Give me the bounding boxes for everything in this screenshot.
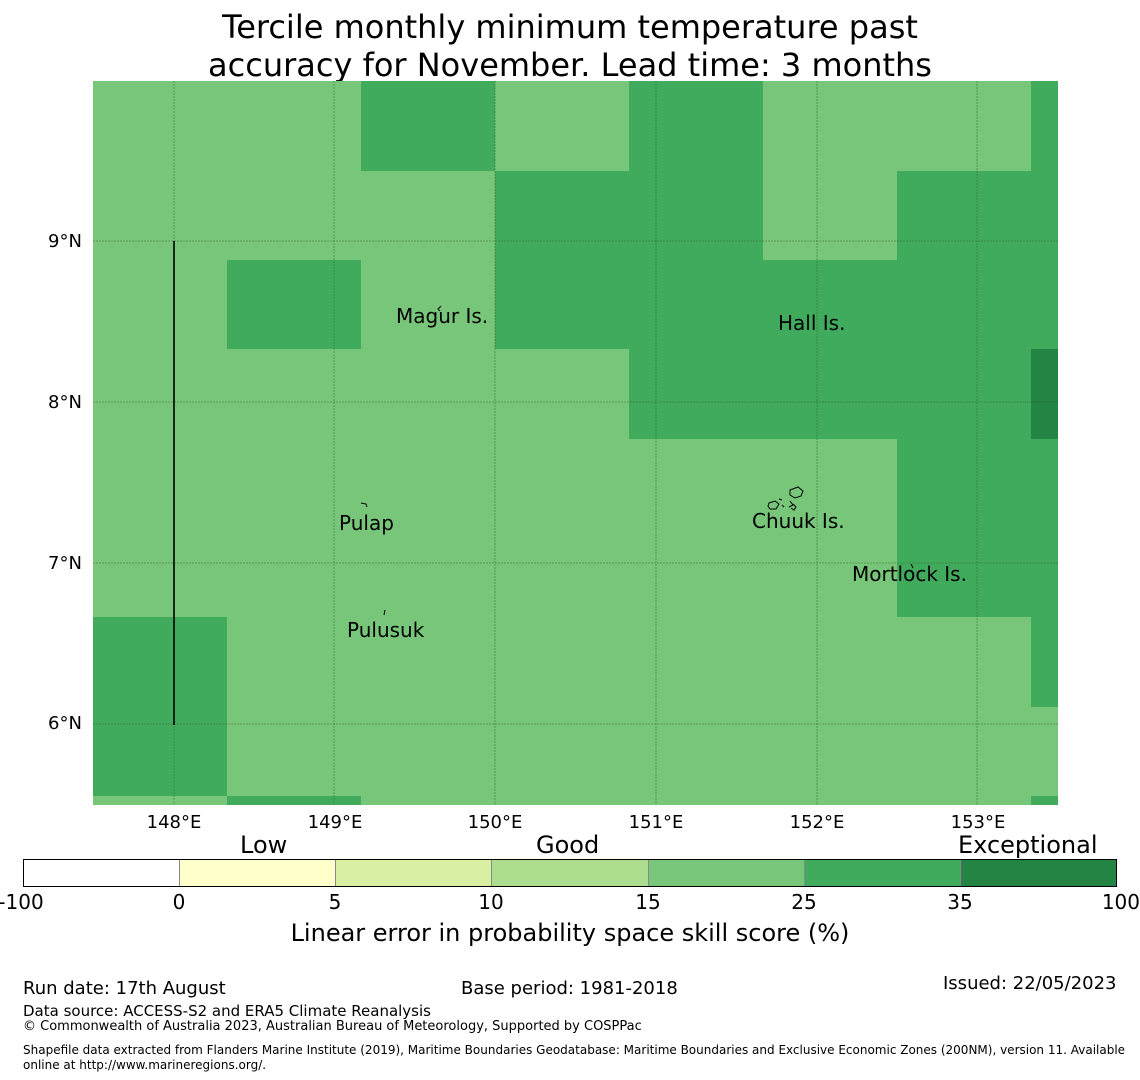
colorbar-segment	[24, 860, 181, 886]
chuuk-lagoon-outline	[767, 486, 804, 511]
map-cell-strong	[227, 796, 361, 805]
mortlock-island-outline	[910, 563, 914, 569]
map-cell-strong	[1031, 796, 1058, 805]
shapefile-credit: Shapefile data extracted from Flanders M…	[23, 1043, 1126, 1072]
lat-tick-label: 6°N	[48, 713, 82, 734]
colorbar-segment	[180, 860, 337, 886]
place-label-pulusuk: Pulusuk	[347, 618, 425, 642]
map-cell-strong	[361, 81, 495, 171]
chart-title-line-2: accuracy for November. Lead time: 3 mont…	[208, 46, 932, 84]
map-cell-strong	[1031, 81, 1058, 171]
lon-tick-label: 151°E	[628, 812, 684, 833]
lat-tick-label: 8°N	[48, 392, 82, 413]
colorbar-segment	[804, 860, 961, 886]
lat-tick-label: 9°N	[48, 231, 82, 252]
colorbar-segment	[648, 860, 805, 886]
colorbar-tick-label: 35	[947, 890, 973, 914]
category-label-low: Low	[240, 831, 288, 859]
colorbar-tick-label: 15	[635, 890, 661, 914]
chart-title-line-1: Tercile monthly minimum temperature past	[222, 8, 918, 46]
pulusuk-island-outline	[383, 609, 386, 616]
map-cell-strong	[227, 260, 361, 349]
map-cell-strong	[1031, 617, 1058, 707]
island-outlines	[360, 305, 914, 616]
colorbar	[23, 859, 1117, 887]
lon-tick-label: 148°E	[146, 812, 202, 833]
colorbar-segment	[492, 860, 649, 886]
place-label-hall: Hall Is.	[778, 311, 846, 335]
place-label-chuuk: Chuuk Is.	[752, 509, 845, 533]
category-label-exceptional: Exceptional	[958, 831, 1098, 859]
colorbar-axis-label: Linear error in probability space skill …	[290, 919, 850, 947]
pulap-island-outline	[360, 502, 368, 508]
run-date: Run date: 17th August	[23, 978, 226, 999]
colorbar-tick-label: 5	[328, 890, 342, 914]
map-cell-exceptional	[1031, 349, 1058, 439]
map-cell-strong	[629, 171, 763, 439]
colorbar-tick-label: 100	[1101, 890, 1140, 914]
lon-tick-label: 153°E	[950, 812, 1006, 833]
base-period: Base period: 1981-2018	[461, 978, 678, 999]
colorbar-tick-label: 25	[791, 890, 817, 914]
colorbar-tick-label: 0	[172, 890, 186, 914]
place-label-magur: Magur Is.	[396, 304, 489, 328]
map-cell-strong	[763, 260, 897, 439]
map-cell-strong	[629, 81, 763, 171]
colorbar-tick-label: 10	[478, 890, 504, 914]
category-label-good: Good	[536, 831, 600, 859]
map-cell-strong	[93, 617, 227, 796]
data-source: Data source: ACCESS-S2 and ERA5 Climate …	[23, 1002, 431, 1020]
colorbar-tick-label: -100	[0, 890, 44, 914]
lon-tick-label: 149°E	[307, 812, 363, 833]
map-cells	[93, 81, 1058, 805]
place-label-mortlock: Mortlock Is.	[852, 562, 967, 586]
issued-date: Issued: 22/05/2023	[943, 973, 1117, 994]
place-label-pulap: Pulap	[339, 511, 394, 535]
colorbar-segment	[960, 860, 1116, 886]
copyright-notice: © Commonwealth of Australia 2023, Austra…	[23, 1019, 642, 1034]
magur-island-outline	[437, 305, 442, 312]
colorbar-segment	[336, 860, 493, 886]
lon-tick-label: 152°E	[789, 812, 845, 833]
gridlines	[93, 81, 1058, 805]
lat-tick-label: 7°N	[48, 553, 82, 574]
lon-tick-label: 150°E	[467, 812, 523, 833]
skill-score-map	[93, 81, 1058, 805]
